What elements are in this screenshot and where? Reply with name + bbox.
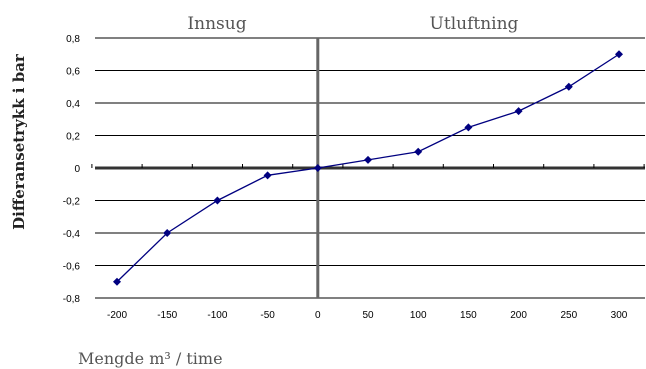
x-tick-marks [91,164,645,168]
data-point-marker [564,82,573,91]
x-tick-label: 300 [611,310,628,321]
x-tick-label: 50 [362,310,374,321]
y-tick-label: -0,6 [63,262,81,273]
y-tick-label: 0,8 [66,34,80,45]
series-group [113,50,623,286]
data-point-marker [615,50,623,59]
y-tick-label: 0,2 [66,132,80,143]
region-label-right: Utluftning [430,14,519,34]
y-tick-label: -0,2 [63,197,81,208]
y-tick-label: 0,4 [66,99,80,110]
y-tick-label: 0,6 [66,67,80,78]
x-tick-label: -150 [157,310,177,321]
y-tick-label: 0 [74,164,80,175]
data-point-marker [414,147,423,156]
data-point-marker [213,196,222,205]
data-point-marker [263,171,272,180]
x-tick-labels: -200 -150 -100 -50 0 50 100 150 200 250 300 [107,310,628,321]
data-point-marker [364,155,372,164]
data-point-marker [163,229,172,237]
x-tick-label: 250 [560,310,577,321]
data-point-marker [313,164,322,172]
x-axis-label: Mengde m³ / time [78,349,223,368]
data-point-marker [514,107,523,116]
region-label-left: Innsug [187,14,246,34]
x-tick-label: -50 [260,310,275,321]
x-tick-label: 150 [460,310,477,321]
x-tick-label: 0 [315,310,321,321]
x-tick-label: -200 [107,310,127,321]
gridlines [95,37,645,299]
y-axis-label: Differansetrykk i bar [10,53,28,230]
y-tick-labels: 0,8 0,6 0,4 0,2 0 -0,2 -0,4 -0,6 -0,8 [63,34,81,305]
x-tick-label: 100 [410,310,427,321]
data-point-marker [464,123,473,132]
data-point-marker [113,277,121,286]
y-tick-label: -0,8 [63,294,81,305]
y-tick-label: -0,4 [63,229,81,240]
x-tick-label: -100 [207,310,227,321]
x-tick-label: 200 [510,310,527,321]
